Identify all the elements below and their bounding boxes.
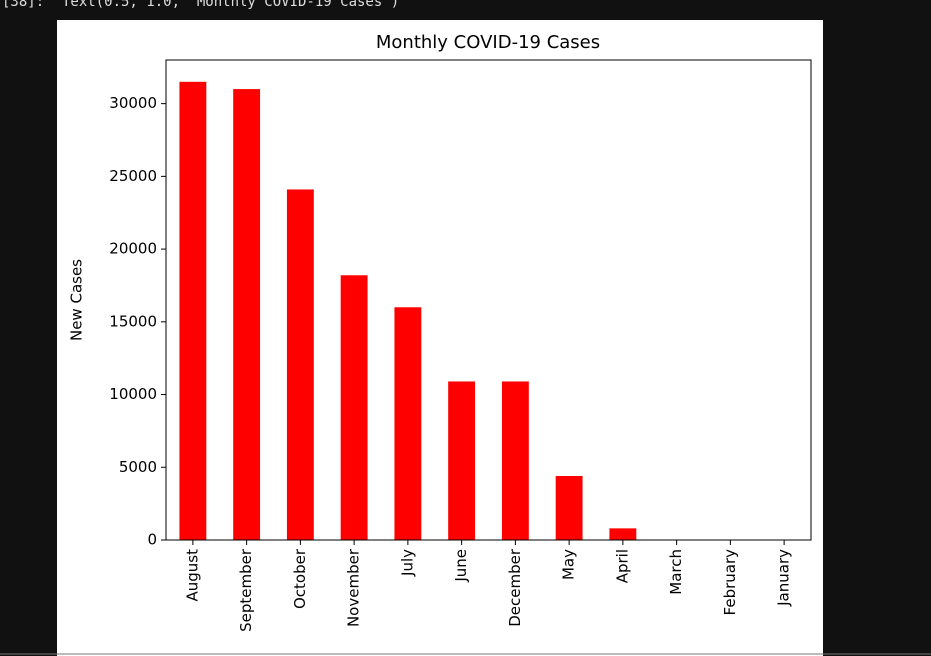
x-tick-label: April — [613, 549, 631, 583]
y-tick-label: 25000 — [109, 167, 157, 185]
x-tick-label: September — [237, 548, 255, 632]
x-tick-label: January — [775, 549, 793, 607]
x-tick-label: July — [398, 549, 416, 577]
y-tick-label: 5000 — [119, 458, 157, 476]
y-axis-label: New Cases — [68, 259, 86, 341]
output-prompt: [38]: — [2, 0, 44, 10]
bar — [555, 476, 583, 540]
x-tick-label: November — [345, 548, 363, 627]
x-tick-label: December — [506, 548, 524, 627]
bar — [340, 275, 368, 540]
y-tick-label: 10000 — [109, 385, 157, 403]
y-tick-label: 20000 — [109, 240, 157, 258]
bar — [501, 381, 529, 540]
y-tick-label: 30000 — [109, 94, 157, 112]
x-tick-label: August — [183, 549, 201, 602]
bar — [394, 307, 422, 540]
output-text: Text(0.5, 1.0, 'Monthly COVID-19 Cases') — [62, 0, 399, 10]
x-tick-label: March — [667, 549, 685, 595]
figure-background — [57, 20, 823, 656]
y-tick-label: 15000 — [109, 312, 157, 330]
bar — [448, 381, 476, 540]
x-tick-label: October — [291, 548, 309, 609]
chart-title: Monthly COVID-19 Cases — [376, 32, 600, 53]
bar — [609, 528, 637, 540]
x-tick-label: June — [452, 549, 470, 583]
bar — [286, 189, 314, 541]
x-tick-label: February — [721, 549, 739, 616]
y-tick-label: 0 — [147, 531, 157, 549]
bar — [179, 81, 207, 541]
bar — [233, 89, 261, 540]
plot-frame — [165, 59, 812, 541]
x-tick-label: May — [560, 549, 578, 580]
